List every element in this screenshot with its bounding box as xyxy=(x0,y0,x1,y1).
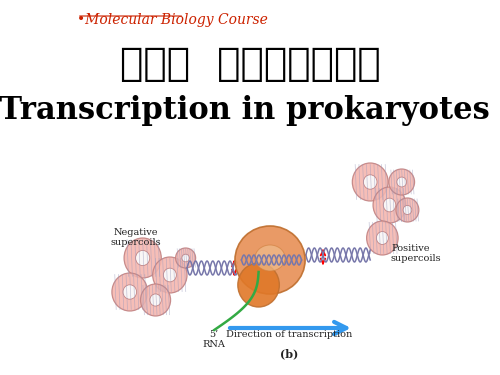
Ellipse shape xyxy=(123,285,136,299)
Ellipse shape xyxy=(164,268,176,282)
Ellipse shape xyxy=(152,257,187,293)
Ellipse shape xyxy=(235,226,305,294)
Ellipse shape xyxy=(136,251,149,266)
Text: Positive
supercoils: Positive supercoils xyxy=(391,244,442,263)
Ellipse shape xyxy=(150,294,162,306)
Text: (Transcription in prokaryotes ): (Transcription in prokaryotes ) xyxy=(0,95,500,126)
Text: (b): (b) xyxy=(280,348,298,359)
Ellipse shape xyxy=(373,187,406,223)
Ellipse shape xyxy=(124,238,162,278)
Ellipse shape xyxy=(389,169,414,195)
Ellipse shape xyxy=(112,273,148,311)
Ellipse shape xyxy=(364,175,377,189)
Text: Direction of transcription: Direction of transcription xyxy=(226,330,352,339)
Ellipse shape xyxy=(352,163,388,201)
Ellipse shape xyxy=(255,245,285,271)
Text: Negative
supercoils: Negative supercoils xyxy=(110,228,161,248)
Ellipse shape xyxy=(397,177,406,187)
Ellipse shape xyxy=(140,284,170,316)
Text: 第六章  原核生物的转录: 第六章 原核生物的转录 xyxy=(120,45,380,83)
Ellipse shape xyxy=(182,254,190,262)
Text: •Molecular Biology Course: •Molecular Biology Course xyxy=(77,13,268,27)
Ellipse shape xyxy=(366,221,398,255)
Ellipse shape xyxy=(176,248,196,268)
Ellipse shape xyxy=(384,198,396,212)
Text: 5’
RNA: 5’ RNA xyxy=(203,330,226,350)
Ellipse shape xyxy=(376,231,388,244)
Ellipse shape xyxy=(396,198,419,222)
Ellipse shape xyxy=(403,206,412,214)
Ellipse shape xyxy=(238,263,280,307)
